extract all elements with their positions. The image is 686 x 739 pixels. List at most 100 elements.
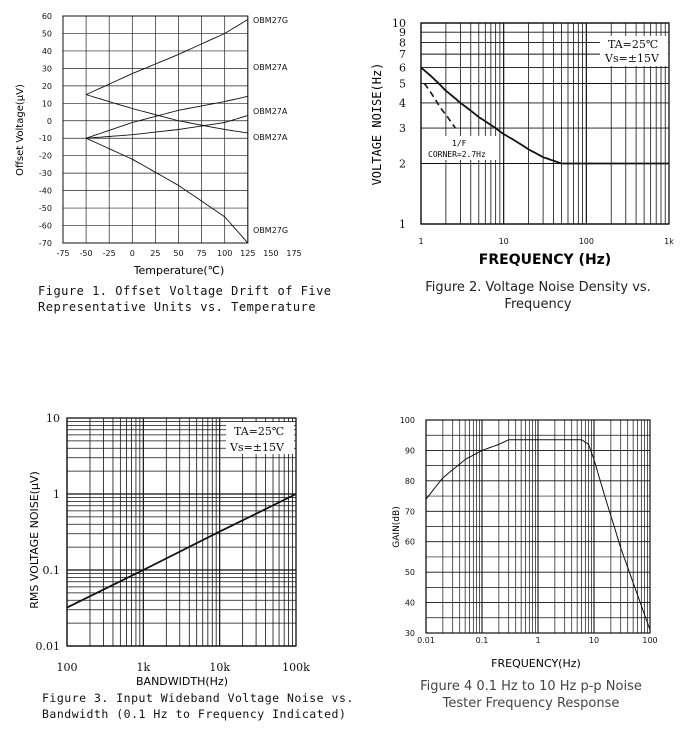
fig2-caption: Figure 2. Voltage Noise Density vs. Freq… — [380, 279, 686, 313]
fig1-series-line — [85, 94, 248, 134]
fig3-caption: Figure 3. Input Wideband Voltage Noise v… — [42, 690, 372, 722]
fig1-annotation-bg — [252, 15, 290, 26]
fig4-ytick: 80 — [405, 477, 415, 486]
fig1-caption: Figure 1. Offset Voltage Drift of Five R… — [38, 283, 348, 315]
fig1-xtick: 0 — [130, 249, 135, 258]
fig1-ytick: 20 — [42, 82, 52, 91]
fig1-xtick: 25 — [150, 249, 160, 258]
fig1-annotation: OBM27G — [253, 226, 288, 235]
fig1-xtick: 100 — [217, 249, 232, 258]
fig2-xlabel: FREQUENCY (Hz) — [479, 252, 611, 268]
fig3-conditions-line1: TA=25℃ — [234, 425, 284, 438]
fig3-xtick: 100 — [57, 661, 78, 674]
fig4-ytick: 70 — [405, 507, 415, 516]
fig1-ytick: -10 — [39, 134, 52, 143]
fig4-ylabel: GAIN(dB) — [392, 506, 402, 547]
fig2-caption-line1: Figure 2. Voltage Noise Density vs. — [425, 280, 651, 295]
fig1-ytick: 0 — [47, 117, 52, 126]
fig1-caption-line1: Figure 1. Offset Voltage Drift of Five — [38, 284, 332, 298]
fig4-caption: Figure 4 0.1 Hz to 10 Hz p-p Noise Teste… — [380, 678, 682, 712]
fig4-xlabel: FREQUENCY(Hz) — [491, 657, 581, 670]
fig4-chart: 0.01 0.1 1 10 100 100 90 80 70 60 50 40 30 FREQUENCY(… — [392, 416, 658, 670]
fig1-ytick: -40 — [39, 187, 52, 196]
fig2-ytick: 6 — [399, 62, 406, 75]
fig2-ylabel: VOLTAGE NOISE(Hz) — [370, 63, 384, 186]
fig4-xtick: 10 — [589, 636, 599, 645]
fig2-xtick: 1k — [664, 237, 674, 246]
fig1-caption-line2: Representative Units vs. Temperature — [38, 300, 317, 314]
fig1-ytick: 40 — [42, 47, 52, 56]
fig2-ytick: 5 — [399, 78, 406, 91]
fig2-conditions-line2: Vs=±15V — [604, 52, 660, 65]
fig2-series-dashed — [423, 83, 456, 129]
fig3-xlabel: BANDWIDTH(Hz) — [136, 675, 228, 688]
fig1-series-line — [86, 115, 248, 139]
fig3-series-line — [66, 493, 297, 609]
fig1-annotation-bg — [252, 132, 290, 143]
fig4-xtick: 1 — [535, 636, 540, 645]
fig4-series-line — [425, 439, 651, 631]
fig4-ytick: 50 — [405, 568, 415, 577]
fig2-xtick: 100 — [579, 237, 594, 246]
fig1-xtick: 50 — [173, 249, 183, 258]
fig2-ytick: 9 — [399, 26, 406, 39]
fig1-xtick: -50 — [80, 249, 93, 258]
fig3-xtick: 10k — [209, 661, 230, 674]
fig1-annotation-bg — [252, 106, 290, 117]
fig3-ytick: 0.1 — [43, 564, 61, 577]
fig4-xtick: 100 — [642, 636, 657, 645]
fig4-ytick: 90 — [405, 446, 415, 455]
fig3-conditions-line2: Vs=±15V — [229, 441, 285, 454]
fig1-xtick: 125 — [240, 249, 255, 258]
fig3-ylabel: RMS VOLTAGE NOISE(μV) — [28, 471, 41, 609]
fig4-ytick: 60 — [405, 538, 415, 547]
fig1-ytick: -20 — [39, 152, 52, 161]
fig2-annotation-bg — [424, 136, 498, 160]
fig1-ytick: -70 — [39, 239, 52, 248]
fig1-ytick: 10 — [42, 99, 52, 108]
fig2-xtick: 10 — [499, 237, 509, 246]
fig4-ytick: 100 — [400, 416, 415, 425]
fig1-ytick: -50 — [39, 204, 52, 213]
fig2-ytick: 10 — [392, 17, 406, 30]
fig1-series-line — [85, 137, 249, 244]
fig2-annotation-line1: 1/F — [452, 139, 467, 148]
fig1-xtick: 150 — [263, 249, 278, 258]
fig1-ytick: -60 — [39, 222, 52, 231]
fig1-xlabel: Temperature(℃) — [133, 264, 225, 277]
fig2-ytick: 3 — [399, 122, 406, 135]
fig1-frame — [62, 15, 249, 244]
fig2-annotation-line2: CORNER=2.7Hz — [428, 150, 486, 159]
fig4-caption-line1: Figure 4 0.1 Hz to 10 Hz p-p Noise — [420, 679, 642, 694]
fig3-conditions-bg — [226, 422, 294, 454]
fig1-annotation: OBM27A — [253, 107, 288, 116]
fig3-caption-line1: Figure 3. Input Wideband Voltage Noise v… — [42, 691, 354, 705]
fig1-ytick: 50 — [42, 29, 52, 38]
fig1-chart: -75 -50 -25 0 25 50 75 100 125 150 175605040302010… — [15, 12, 302, 277]
fig4-caption-line2: Tester Frequency Response — [442, 696, 620, 711]
fig2-ytick: 2 — [399, 157, 406, 170]
fig1-annotation: OBM27G — [253, 16, 288, 25]
fig2-caption-line2: Frequency — [504, 297, 572, 312]
fig1-series-line — [85, 95, 248, 139]
fig3-xtick: 1k — [136, 661, 150, 674]
fig1-series-line — [85, 19, 249, 96]
fig2-series-line — [420, 66, 669, 165]
fig1-annotation: OBM27A — [253, 133, 288, 142]
fig2-frame — [420, 22, 670, 225]
fig1-xtick: -25 — [103, 249, 116, 258]
fig2-conditions-bg — [600, 36, 668, 66]
fig1-annotation-bg — [252, 225, 290, 236]
fig2-ytick: 1 — [399, 218, 406, 231]
fig2-ytick: 7 — [399, 48, 406, 61]
fig1-xtick: 175 — [286, 249, 301, 258]
fig3-ytick: 10 — [46, 412, 60, 425]
fig1-xtick: -75 — [56, 249, 69, 258]
fig4-xtick: 0.01 — [417, 636, 435, 645]
fig3-frame — [66, 417, 297, 647]
fig3-xtick: 100k — [282, 661, 310, 674]
fig1-ytick: 60 — [42, 12, 52, 21]
fig1-annotation: OBM27A — [253, 63, 288, 72]
fig2-ytick: 8 — [399, 36, 406, 49]
